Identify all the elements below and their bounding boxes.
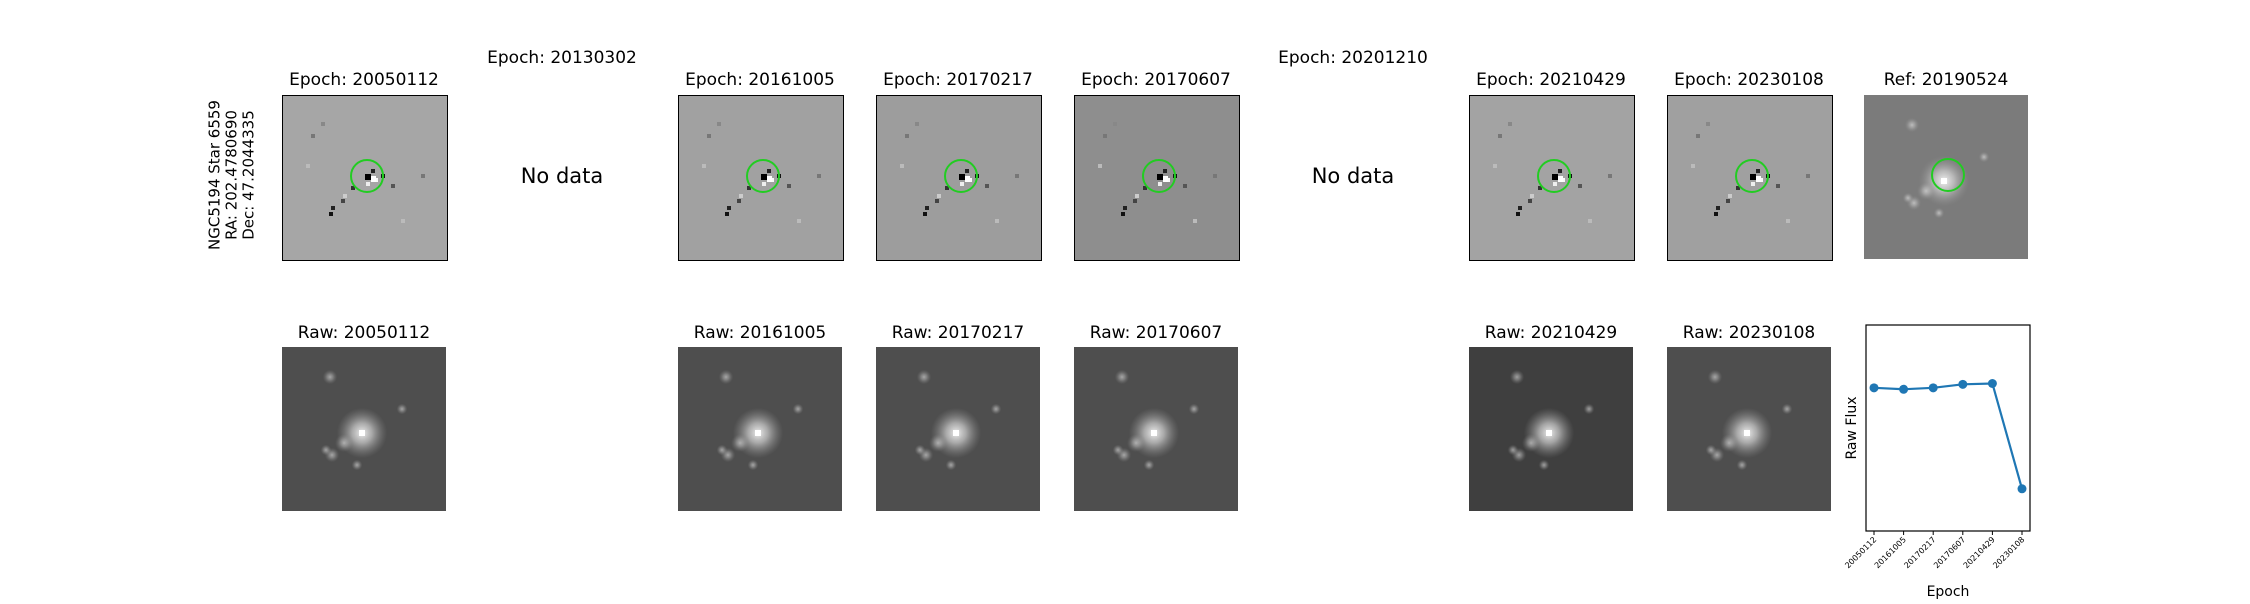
x-tick-label: 20230108 [1991, 535, 2026, 570]
no-data-label-1: No data [520, 164, 604, 188]
diff-title-4: Epoch: 20170607 [1081, 70, 1231, 90]
diff-title-6: Epoch: 20210429 [1476, 70, 1626, 90]
diff-title-1: Epoch: 20130302 [487, 48, 637, 68]
ref-title: Ref: 20190524 [1883, 70, 2009, 90]
diff-image-0 [282, 95, 448, 261]
raw-image-6 [1469, 347, 1635, 513]
diff-image-4 [1074, 95, 1240, 261]
data-point [1987, 379, 1997, 389]
y-axis-label: Raw Flux [1844, 397, 1860, 460]
diff-image-3 [876, 95, 1042, 261]
raw-flux-chart-svg: 2005011220161005201702172017060720210429… [1843, 324, 2031, 600]
diff-image-6 [1469, 95, 1635, 261]
data-point [1958, 379, 1968, 389]
diff-image-2 [678, 95, 844, 261]
raw-title-2: Raw: 20161005 [693, 323, 827, 343]
raw-image-2 [678, 347, 844, 513]
diff-title-5: Epoch: 20201210 [1278, 48, 1428, 68]
no-data-label-5: No data [1311, 164, 1395, 188]
raw-image-4 [1074, 347, 1240, 513]
raw-flux-chart: 20050112 20161005 20170217 20170607 20210429… [1820, 310, 2050, 600]
diff-title-3: Epoch: 20170217 [883, 70, 1033, 90]
target-ra: RA: 202.4780690 [222, 110, 241, 240]
target-dec: Dec: 47.2044335 [239, 110, 258, 240]
target-name: NGC5194 Star 6559 [205, 100, 224, 250]
plot-frame [1865, 324, 2031, 532]
raw-image-0 [282, 347, 448, 513]
data-point [2017, 484, 2027, 494]
raw-image-3 [876, 347, 1042, 513]
diff-title-0: Epoch: 20050112 [289, 70, 439, 90]
raw-title-3: Raw: 20170217 [891, 323, 1025, 343]
raw-title-4: Raw: 20170607 [1089, 323, 1223, 343]
x-axis-label: Epoch [1927, 584, 1970, 600]
data-point [1899, 384, 1909, 394]
diff-image-7 [1667, 95, 1833, 261]
data-point [1869, 383, 1879, 393]
series-line [1873, 382, 2024, 490]
raw-title-6: Raw: 20210429 [1484, 323, 1618, 343]
diff-title-2: Epoch: 20161005 [685, 70, 835, 90]
raw-title-0: Raw: 20050112 [297, 323, 431, 343]
data-point [1928, 383, 1938, 393]
diff-title-7: Epoch: 20230108 [1674, 70, 1824, 90]
raw-image-7 [1667, 347, 1833, 513]
raw-title-7: Raw: 20230108 [1682, 323, 1816, 343]
ref-image [1864, 95, 2030, 261]
